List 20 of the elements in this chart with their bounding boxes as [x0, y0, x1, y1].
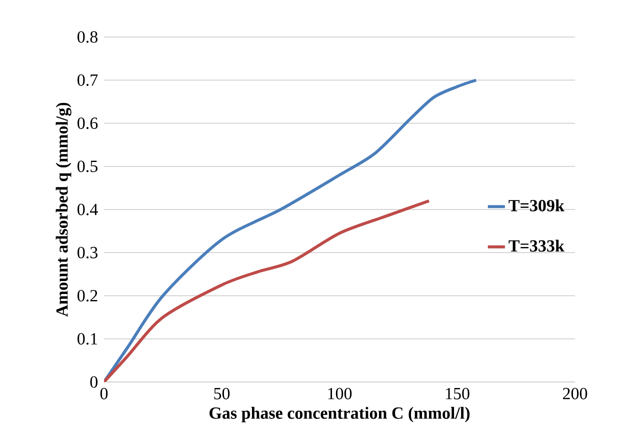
legend-label: T=309k	[508, 199, 564, 212]
legend-label: T=333k	[508, 240, 564, 252]
x-tick-label: 0	[100, 388, 108, 400]
y-tick-label: 0.8	[78, 31, 98, 43]
x-tick-label: 50	[214, 388, 230, 400]
y-tick-label: 0.2	[78, 290, 98, 302]
y-tick-label: 0	[90, 376, 98, 388]
line-series	[104, 199, 430, 382]
x-axis-title: Gas phase concentration C (mmol/l)	[210, 406, 470, 422]
y-tick-label: 0.4	[78, 204, 98, 216]
x-tick-label: 200	[563, 388, 588, 400]
y-tick-label: 0.5	[78, 160, 98, 172]
x-tick-label: 100	[328, 388, 352, 400]
line-series	[104, 78, 478, 382]
y-tick-label: 0.6	[78, 117, 98, 130]
y-tick-label: 0.1	[78, 333, 98, 345]
y-tick-label: 0.3	[78, 246, 98, 258]
y-tick-label: 0.7	[78, 74, 98, 86]
y-axis-title: Amount adsorbed q (mmol/g)	[56, 102, 72, 317]
x-tick-label: 150	[446, 388, 470, 400]
